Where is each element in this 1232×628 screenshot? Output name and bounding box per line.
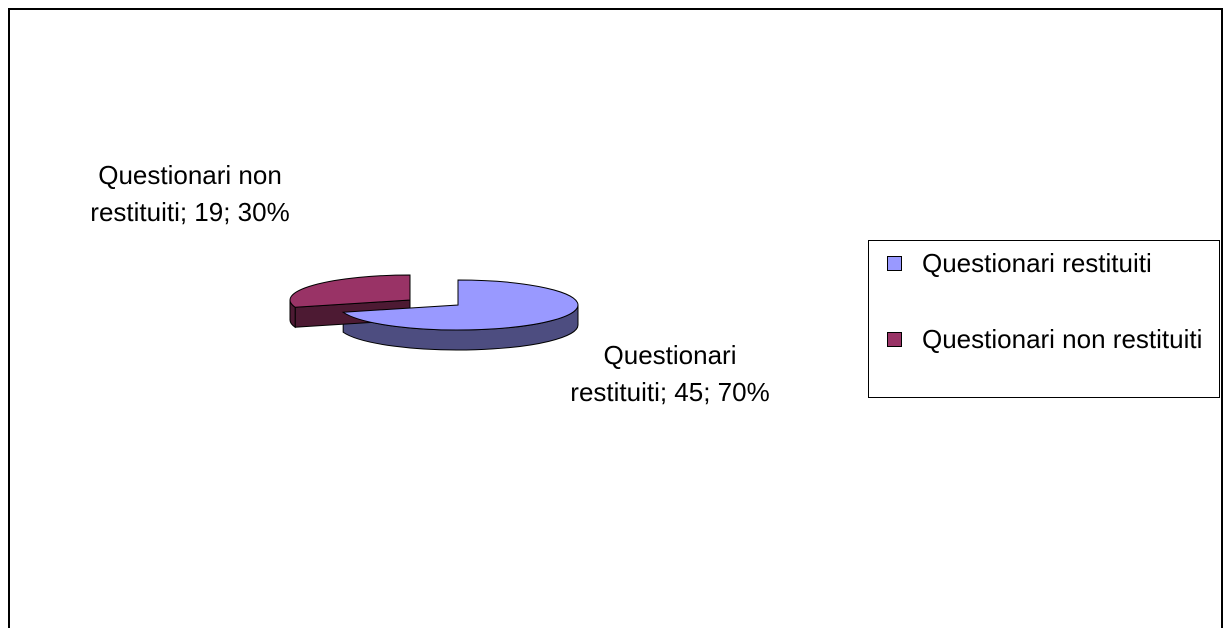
legend-text: Questionari restituiti [922,248,1152,278]
legend-swatch [887,332,902,347]
pie-slice [289,274,411,308]
data-label: Questionari restituiti; 45; 70% [570,340,770,407]
pie-slice [341,279,579,331]
legend: Questionari restituiti Questionari non r… [868,240,1220,398]
data-label: Questionari non restituiti; 19; 30% [90,160,290,227]
legend-text: Questionari non restituiti [922,324,1203,354]
legend-swatch [887,256,902,271]
chart-frame [8,8,1223,628]
